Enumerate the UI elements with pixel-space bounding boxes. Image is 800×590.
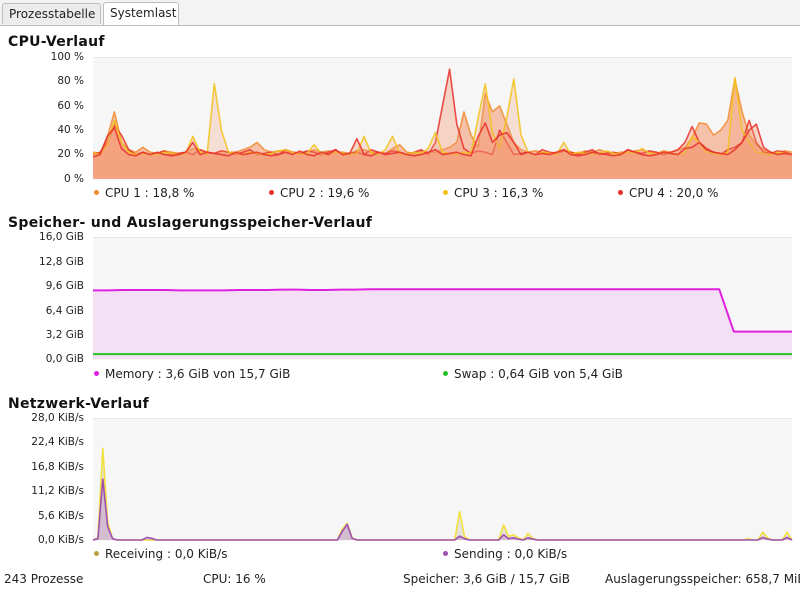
cpu-4-color-dot — [618, 190, 623, 195]
legend-cpu-1-label: CPU 1 : 18,8 % — [105, 186, 195, 200]
legend-sending-label: Sending : 0,0 KiB/s — [454, 547, 568, 561]
tab-prozesstabelle[interactable]: Prozesstabelle — [2, 3, 101, 24]
series-area-receiving — [93, 448, 792, 540]
legend-cpu-3-label: CPU 3 : 16,3 % — [454, 186, 544, 200]
cpu-1-color-dot — [94, 190, 99, 195]
chart-1-group — [93, 288, 792, 359]
tab-bar: Prozesstabelle Systemlast — [0, 0, 800, 26]
chart-2-group — [92, 447, 793, 541]
series-area-sending — [93, 479, 792, 540]
cpu-tick-label: 20 % — [57, 148, 84, 160]
status-swap: Auslagerungsspeicher: 658,7 MiB — [605, 572, 800, 586]
legend-cpu-2: CPU 2 : 19,6 % — [269, 186, 369, 200]
network-tick-label: 5,6 KiB/s — [37, 510, 84, 522]
cpu-tick-label: 100 % — [50, 51, 84, 63]
series-area-memory — [93, 289, 792, 359]
status-memory: Speicher: 3,6 GiB / 15,7 GiB — [403, 572, 570, 586]
memory-tick-label: 0,0 GiB — [45, 353, 84, 365]
receiving-color-dot — [94, 551, 99, 556]
cpu-tick-label: 60 % — [57, 100, 84, 112]
memory-tick-label: 3,2 GiB — [45, 329, 84, 341]
legend-receiving-label: Receiving : 0,0 KiB/s — [105, 547, 228, 561]
network-tick-label: 11,2 KiB/s — [31, 485, 84, 497]
status-cpu: CPU: 16 % — [203, 572, 266, 586]
network-tick-label: 28,0 KiB/s — [31, 412, 84, 424]
sending-color-dot — [443, 551, 448, 556]
legend-sending: Sending : 0,0 KiB/s — [443, 547, 567, 561]
series-area-cpu-4 — [93, 122, 792, 179]
status-process-count: 243 Prozesse — [4, 572, 84, 586]
memory-tick-label: 16,0 GiB — [39, 231, 84, 243]
legend-swap: Swap : 0,64 GiB von 5,4 GiB — [443, 367, 623, 381]
series-area-cpu-3 — [93, 77, 792, 179]
memory-plot-area — [93, 237, 792, 360]
series-line-cpu-4 — [92, 122, 793, 158]
cpu-tick-label: 80 % — [57, 75, 84, 87]
cpu-3-color-dot — [443, 190, 448, 195]
cpu-tick-label: 40 % — [57, 124, 84, 136]
series-line-sending — [92, 478, 793, 541]
legend-cpu-1: CPU 1 : 18,8 % — [94, 186, 194, 200]
network-plot-area — [93, 418, 792, 541]
network-tick-label: 16,8 KiB/s — [31, 461, 84, 473]
memory-color-dot — [94, 371, 99, 376]
memory-tick-label: 6,4 GiB — [45, 305, 84, 317]
legend-cpu-2-label: CPU 2 : 19,6 % — [280, 186, 370, 200]
memory-tick-label: 9,6 GiB — [45, 280, 84, 292]
legend-swap-label: Swap : 0,64 GiB von 5,4 GiB — [454, 367, 623, 381]
memory-section-title: Speicher- und Auslagerungsspeicher-Verla… — [8, 215, 373, 231]
series-line-receiving — [92, 447, 793, 541]
cpu-2-color-dot — [269, 190, 274, 195]
network-section-title: Netzwerk-Verlauf — [8, 396, 150, 412]
legend-memory: Memory : 3,6 GiB von 15,7 GiB — [94, 367, 290, 381]
memory-tick-label: 12,8 GiB — [39, 256, 84, 268]
network-tick-label: 22,4 KiB/s — [31, 436, 84, 448]
network-tick-label: 0,0 KiB/s — [37, 534, 84, 546]
series-line-memory — [93, 288, 792, 333]
series-area-cpu-2 — [93, 69, 792, 179]
legend-receiving: Receiving : 0,0 KiB/s — [94, 547, 227, 561]
cpu-section-title: CPU-Verlauf — [8, 34, 105, 50]
swap-color-dot — [443, 371, 448, 376]
legend-memory-label: Memory : 3,6 GiB von 15,7 GiB — [105, 367, 291, 381]
legend-cpu-3: CPU 3 : 16,3 % — [443, 186, 543, 200]
legend-cpu-4-label: CPU 4 : 20,0 % — [629, 186, 719, 200]
legend-cpu-4: CPU 4 : 20,0 % — [618, 186, 718, 200]
cpu-tick-label: 0 % — [64, 173, 84, 185]
tab-systemlast[interactable]: Systemlast — [103, 2, 179, 25]
chart-0-group — [92, 68, 793, 179]
